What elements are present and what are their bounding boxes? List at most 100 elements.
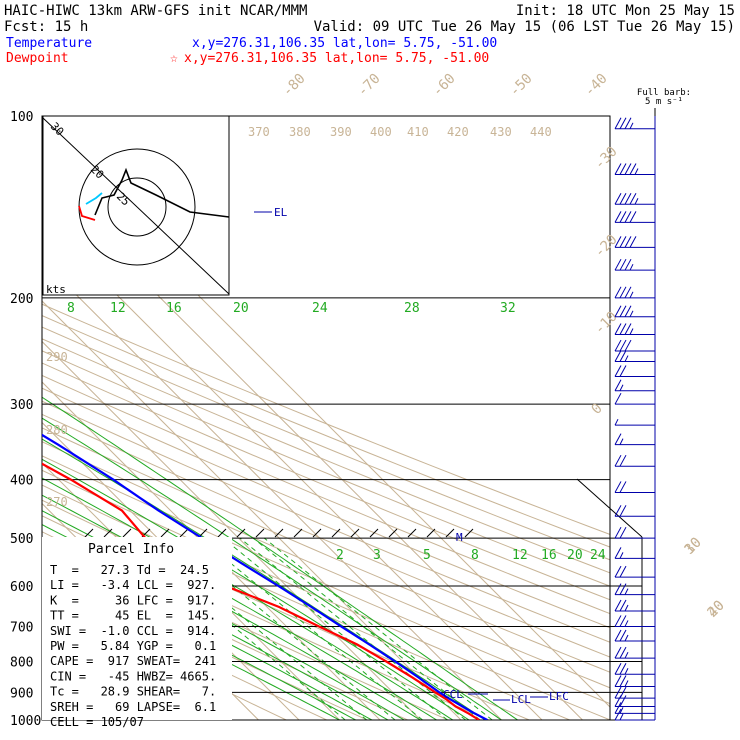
- wind-barb-flag: [614, 163, 622, 175]
- mixing-ratio-line: [264, 537, 493, 720]
- wind-barb: [614, 646, 655, 659]
- lfc-label: LFC: [549, 690, 569, 703]
- wind-barb-half-flag: [624, 668, 629, 675]
- mixing-ratio-label: 24: [590, 548, 606, 563]
- hodograph-trace-low: [78, 205, 96, 221]
- wind-barb-flag: [619, 526, 627, 539]
- theta-label: 430: [490, 125, 512, 139]
- theta-label: 290: [46, 350, 68, 364]
- wind-barb-flag: [614, 117, 622, 130]
- pressure-tick-label: 100: [10, 110, 33, 125]
- wind-barb-flag: [614, 583, 622, 595]
- isotherm-line: [42, 300, 462, 720]
- parcel-info-title: Parcel Info: [88, 542, 174, 557]
- level-tick-mark: [274, 528, 284, 538]
- theta-label: 410: [407, 125, 429, 139]
- wind-barb-flag: [614, 258, 622, 271]
- wind-barb-flag: [614, 433, 622, 445]
- wind-barb-half-flag: [619, 552, 624, 559]
- legend-temperature-label: Temperature: [6, 36, 92, 51]
- dry-adiabat-line: [42, 303, 610, 536]
- level-tick-mark: [160, 528, 170, 538]
- lcl-label: LCL: [511, 693, 531, 706]
- isotherm-label: -40: [582, 71, 611, 100]
- wind-barb-flag: [624, 323, 632, 335]
- wind-barb: [614, 615, 655, 627]
- wind-barb: [614, 379, 655, 392]
- wind-barb-flag: [614, 379, 622, 391]
- level-tick-mark: [407, 528, 417, 538]
- pressure-tick-label: 600: [10, 580, 33, 595]
- parcel-info-row: Tc = 28.9 SHEAR= 7.: [50, 685, 216, 699]
- legend-temperature-info: x,y=276.31,106.35 lat,lon= 5.75, -51.00: [192, 36, 497, 51]
- wind-barb-flag: [614, 481, 622, 493]
- frame-slant-line: [576, 478, 643, 538]
- wind-barb-flag: [614, 339, 622, 352]
- barb-legend-title: Full barb:: [637, 88, 691, 98]
- dry-adiabat-line: [42, 413, 610, 658]
- wind-barb: [614, 599, 655, 612]
- wind-barb-flag: [614, 702, 622, 714]
- wind-barb-half-flag: [624, 604, 629, 612]
- mixing-ratio-line: [239, 537, 466, 720]
- mixing-ratio-label: 8: [67, 301, 75, 316]
- wind-barb-flag: [624, 339, 632, 352]
- dry-adiabat-line: [42, 338, 610, 574]
- theta-label: 380: [289, 125, 311, 139]
- wind-barb-flag: [619, 323, 627, 335]
- ccl-label: CCL: [443, 688, 463, 701]
- hodograph-trace-mid: [85, 192, 103, 205]
- wind-barb-half-flag: [629, 310, 634, 318]
- wind-barb-half-flag: [629, 263, 634, 271]
- wind-barb-flag: [614, 565, 622, 578]
- level-tick-mark: [388, 528, 398, 538]
- barb-legend-unit: 5 m s⁻¹: [645, 97, 683, 107]
- wind-barb-flag: [614, 323, 622, 335]
- parcel-info-row: K = 36 LFC = 917.: [50, 593, 216, 607]
- wind-barb: [614, 350, 655, 363]
- wind-barb: [614, 547, 655, 559]
- wind-barb: [614, 392, 655, 405]
- pressure-tick-label: 1000: [10, 714, 41, 729]
- wind-barb-flag: [614, 305, 622, 318]
- dry-adiabat-line: [42, 441, 610, 689]
- level-tick-mark: [179, 528, 189, 538]
- level-tick-mark: [236, 528, 246, 538]
- isotherm-label: 30: [682, 535, 705, 558]
- mixing-ratio-line: [174, 537, 396, 720]
- wind-barb-flag: [614, 286, 622, 299]
- wind-barb-flag: [619, 258, 627, 271]
- wind-barb-flag: [619, 646, 627, 659]
- wind-barb-flag: [624, 286, 632, 299]
- init-time: Init: 18 UTC Mon 25 May 15: [516, 3, 735, 19]
- parcel-info-row: LI = -3.4 LCL = 927.: [50, 578, 216, 592]
- parcel-info-row: TT = 45 EL = 145.: [50, 609, 216, 623]
- wind-barb-flag: [614, 663, 622, 675]
- wind-barb: [614, 117, 655, 130]
- wind-barb: [614, 481, 655, 493]
- dry-adiabat-line: [42, 581, 327, 720]
- wind-barb-flag: [619, 236, 627, 248]
- wind-barbs: [614, 116, 656, 721]
- mixing-ratio-label: 8: [471, 548, 479, 563]
- wind-barb-flag: [614, 695, 622, 707]
- wind-barb-flag: [619, 305, 627, 318]
- wind-barb-flag: [619, 695, 627, 707]
- isotherm-label: -50: [507, 71, 536, 100]
- wind-barb-flag: [624, 305, 632, 318]
- level-tick-mark: [255, 528, 265, 538]
- isotherm-label: -20: [592, 232, 621, 261]
- wind-barb-half-flag: [624, 620, 629, 627]
- mixing-ratio-label: 32: [500, 301, 516, 316]
- wind-barb-flag: [624, 193, 632, 205]
- pressure-tick-label: 200: [10, 292, 33, 307]
- wind-barb-flag: [619, 454, 627, 467]
- wind-barb-flag: [619, 481, 627, 493]
- level-tick-mark: [350, 528, 360, 538]
- wind-barb-flag: [624, 236, 632, 248]
- isotherm-line: [42, 259, 502, 720]
- wind-barb: [614, 365, 655, 378]
- wind-barb-flag: [614, 454, 622, 467]
- wind-barb-flag: [614, 392, 622, 405]
- theta-label: 370: [248, 125, 270, 139]
